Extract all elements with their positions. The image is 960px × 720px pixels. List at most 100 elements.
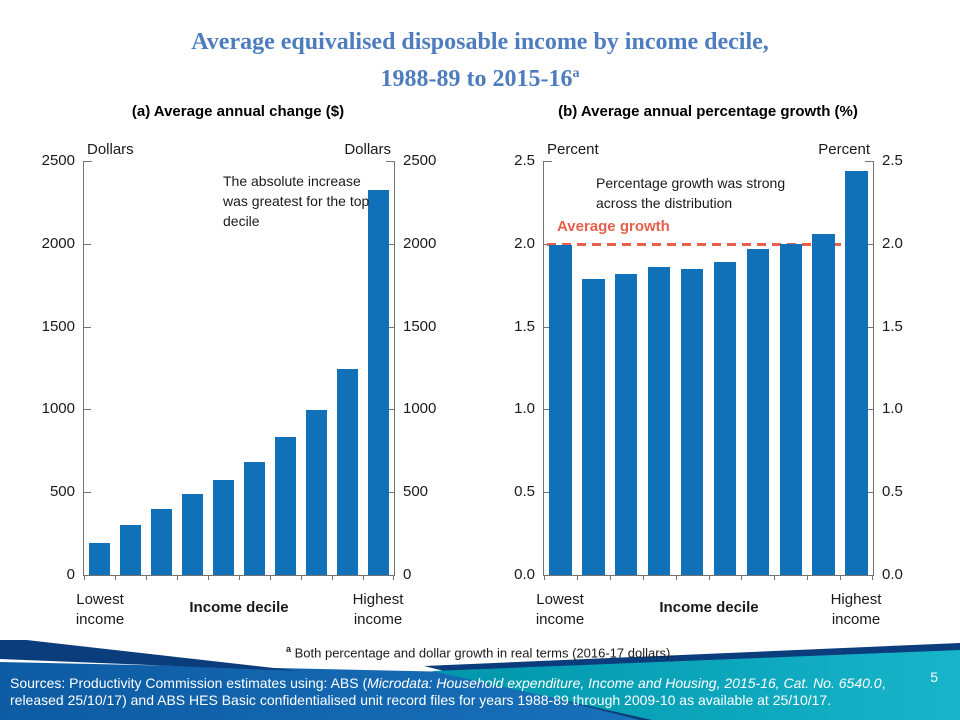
y-axis-tick-label: 1.5 [514, 317, 535, 335]
axis-cap [386, 161, 394, 162]
y-axis-tick-label: 0.0 [882, 566, 903, 583]
bar [615, 273, 638, 575]
title-line-1: Average equivalised disposable income by… [191, 29, 769, 55]
chart-b-title: (b) Average annual percentage growth (%) [558, 103, 858, 120]
bar [582, 278, 605, 575]
y-axis-tick-label: 1.0 [882, 400, 903, 418]
x-axis-tick-mark [741, 575, 742, 580]
average-growth-label: Average growth [557, 218, 670, 235]
bar [88, 542, 111, 575]
y-axis-tick-label: 2500 [41, 152, 75, 169]
page-title: Average equivalised disposable income by… [70, 27, 890, 95]
x-axis-tick-mark [146, 575, 147, 580]
y-axis-tick-label: 1500 [403, 317, 437, 335]
sources-suffix: , released 25/10/17) and ABS HES Basic c… [10, 675, 886, 708]
bar [845, 170, 868, 575]
chart-b-annotation: Percentage growth was strong across the … [596, 175, 786, 211]
tick-mark [387, 243, 394, 245]
y-axis-tick-label: 0.0 [514, 566, 535, 583]
x-axis-tick-mark [577, 575, 578, 580]
average-growth-dashed-line [547, 242, 863, 246]
x-axis-tick-mark [544, 575, 545, 580]
x-axis-tick-mark [239, 575, 240, 580]
bar [779, 243, 802, 575]
bar [680, 268, 704, 575]
tick-mark [866, 409, 873, 411]
x-axis-title-income-decile: Income decile [659, 599, 759, 616]
bar [181, 493, 204, 575]
x-axis-tick-mark [208, 575, 209, 580]
tick-mark [866, 326, 873, 328]
x-axis-label-highest-income: Highest income [352, 591, 404, 628]
x-axis-tick-mark [840, 575, 841, 580]
y-axis-tick-label: 1.5 [882, 317, 903, 335]
page-number: 5 [930, 669, 938, 685]
bar [746, 248, 770, 575]
y-axis-tick-label: 0 [403, 566, 412, 583]
sources-text: Sources: Productivity Commission estimat… [10, 675, 915, 709]
tick-mark [866, 243, 873, 245]
footer-teal-swoosh [432, 650, 960, 720]
footer-navy-wedge [0, 640, 300, 671]
bar [150, 508, 173, 575]
x-axis-tick-mark [393, 575, 394, 580]
tick-mark [387, 492, 394, 494]
y-axis-unit-label-right: Percent [818, 141, 870, 158]
x-axis-tick-mark [301, 575, 302, 580]
bar [367, 189, 390, 575]
x-axis-tick-mark [84, 575, 85, 580]
y-axis-tick-label: 1000 [41, 400, 75, 418]
x-axis-tick-mark [774, 575, 775, 580]
bar [647, 266, 671, 575]
footer-graphic [0, 640, 960, 720]
y-axis-tick-label: 0 [66, 566, 75, 583]
bar [212, 479, 235, 575]
y-axis-tick-label: 2.5 [514, 152, 535, 169]
chart-a-title: (a) Average annual change ($) [131, 103, 345, 120]
y-axis-unit-label-left: Percent [547, 141, 599, 158]
chart-b-plot-area: Percent Percent Percentage growth was st… [514, 141, 903, 628]
y-axis-tick-label: 1.0 [514, 400, 535, 418]
y-axis-tick-label: 2000 [41, 234, 75, 252]
footnote-text: Both percentage and dollar growth in rea… [291, 645, 674, 661]
x-axis-label-lowest-income: Lowest income [75, 591, 125, 628]
axis-cap [544, 161, 552, 162]
y-axis-unit-label-left: Dollars [87, 141, 134, 158]
axis-cap [865, 161, 873, 162]
bar [549, 245, 572, 575]
tick-mark [84, 326, 91, 328]
bar [812, 233, 835, 575]
tick-mark [387, 326, 394, 328]
bar [305, 410, 328, 575]
chart-a-annotation: The absolute increase was greatest for t… [223, 173, 370, 229]
y-axis-tick-label: 1000 [403, 400, 437, 418]
bar [119, 524, 142, 575]
x-axis-tick-mark [332, 575, 333, 580]
x-axis-tick-mark [676, 575, 677, 580]
x-axis-tick-mark [270, 575, 271, 580]
y-axis-unit-label-right: Dollars [344, 141, 391, 158]
tick-mark [544, 492, 551, 494]
axis-cap [84, 161, 92, 162]
sources-prefix: Sources: Productivity Commission estimat… [10, 675, 368, 691]
tick-mark [84, 492, 91, 494]
tick-mark [84, 409, 91, 411]
sources-citation: Microdata: Household expenditure, Income… [367, 675, 882, 691]
y-axis-tick-label: 0.5 [514, 483, 535, 501]
x-axis-label-lowest-income: Lowest income [535, 591, 585, 628]
x-axis-tick-mark [115, 575, 116, 580]
y-axis-tick-label: 2500 [403, 152, 437, 169]
x-axis-tick-mark [807, 575, 808, 580]
bar [336, 368, 359, 575]
y-axis-tick-label: 500 [49, 483, 75, 501]
x-axis-tick-mark [643, 575, 644, 580]
bar [243, 462, 266, 575]
bar [713, 262, 737, 575]
x-axis-tick-mark [872, 575, 873, 580]
tick-mark [84, 243, 91, 245]
footnote-marker: a [285, 644, 291, 654]
footnote: a Both percentage and dollar growth in r… [0, 644, 960, 660]
